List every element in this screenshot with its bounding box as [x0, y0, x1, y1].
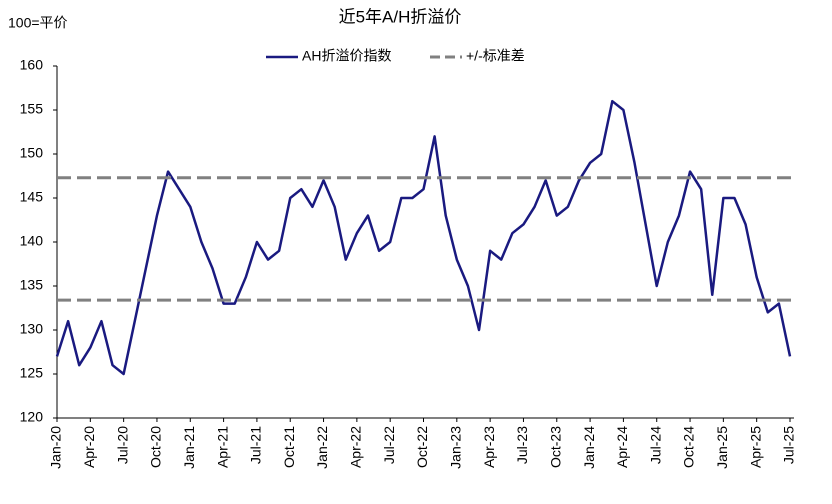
x-tick-label: Apr-25: [747, 426, 763, 468]
x-tick-label: Jan-22: [314, 426, 330, 469]
x-tick-label: Apr-23: [481, 426, 497, 468]
x-tick-label: Oct-20: [148, 426, 164, 468]
y-tick-label: 140: [20, 233, 44, 249]
x-tick-label: Jul-21: [248, 426, 264, 464]
x-tick-label: Oct-22: [414, 426, 430, 468]
data-line: [55, 99, 792, 376]
y-tick-label: 135: [20, 277, 44, 293]
y-tick-label: 145: [20, 189, 44, 205]
x-tick-label: Oct-23: [547, 426, 563, 468]
y-axis-label: 100=平价: [8, 15, 68, 31]
y-tick-label: 160: [20, 57, 44, 73]
x-tick-label: Jan-20: [48, 426, 64, 469]
y-tick-label: 120: [20, 409, 44, 425]
y-tick-label: 125: [20, 365, 44, 381]
x-tick-label: Jul-25: [781, 426, 797, 464]
x-tick-label: Jan-24: [581, 426, 597, 469]
x-tick-label: Jan-21: [181, 426, 197, 469]
y-tick-label: 155: [20, 101, 44, 117]
x-tick-label: Jul-22: [381, 426, 397, 464]
y-tick-label: 130: [20, 321, 44, 337]
y-tick-label: 150: [20, 145, 44, 161]
x-tick-label: Jan-25: [714, 426, 730, 469]
x-tick-label: Apr-20: [81, 426, 97, 468]
x-tick-label: Apr-22: [348, 426, 364, 468]
x-tick-label: Oct-24: [681, 426, 697, 468]
x-tick-label: Jan-23: [448, 426, 464, 469]
x-tick-label: Oct-21: [281, 426, 297, 468]
chart-title: 近5年A/H折溢价: [339, 7, 462, 26]
x-tick-label: Jul-20: [114, 426, 130, 464]
legend-label: +/-标准差: [466, 48, 525, 64]
x-tick-label: Jul-23: [514, 426, 530, 464]
x-tick-label: Apr-24: [614, 426, 630, 468]
x-tick-label: Jul-24: [647, 426, 663, 464]
x-tick-label: Apr-21: [214, 426, 230, 468]
legend-label: AH折溢价指数: [302, 48, 391, 64]
